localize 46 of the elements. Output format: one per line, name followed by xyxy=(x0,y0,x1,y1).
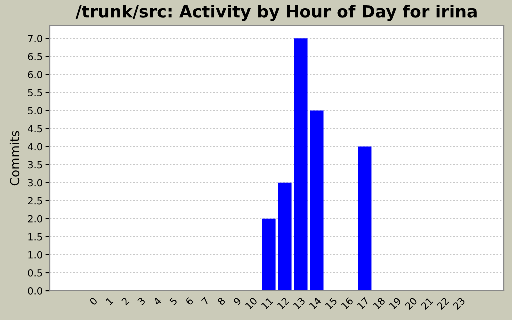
y-tick-label: 2.0 xyxy=(28,215,42,223)
y-tick-label: 4.5 xyxy=(28,125,42,133)
x-tick-label: 13 xyxy=(293,297,306,310)
x-tick-label: 10 xyxy=(245,297,258,310)
bar xyxy=(310,110,324,291)
x-tick-label: 20 xyxy=(404,297,418,310)
x-tick-label: 11 xyxy=(261,297,274,310)
x-tick-label: 5 xyxy=(169,297,178,306)
x-tick-label: 12 xyxy=(277,297,290,310)
y-tick-label: 3.0 xyxy=(28,179,42,187)
x-tick-label: 17 xyxy=(357,297,370,310)
y-tick-label: 3.5 xyxy=(28,161,42,169)
x-tick-label: 16 xyxy=(341,297,354,310)
x-tick-label: 23 xyxy=(452,297,466,310)
x-tick-label: 2 xyxy=(121,297,130,306)
chart-title: /trunk/src: Activity by Hour of Day for irina xyxy=(76,5,477,22)
y-tick-label: 0.0 xyxy=(28,287,42,295)
bar xyxy=(278,182,292,291)
x-tick-label: 21 xyxy=(420,297,434,310)
x-tick-label: 0 xyxy=(89,297,98,306)
x-tick-label: 1 xyxy=(106,297,114,306)
y-tick-label: 6.5 xyxy=(28,53,42,60)
x-tick-label: 3 xyxy=(137,297,146,306)
bar xyxy=(294,38,308,291)
y-tick-label: 6.0 xyxy=(28,71,42,79)
y-tick-label: 2.5 xyxy=(28,197,42,205)
x-tick-label: 22 xyxy=(436,297,450,310)
x-tick-label: 4 xyxy=(153,297,162,306)
y-tick-label: 5.0 xyxy=(28,107,42,115)
x-tick-label: 9 xyxy=(233,297,242,306)
bar xyxy=(358,146,372,291)
x-tick-label: 18 xyxy=(373,297,386,310)
x-tick-label: 15 xyxy=(325,297,338,310)
bar xyxy=(262,218,276,291)
x-tick-label: 6 xyxy=(185,297,194,306)
y-tick-label: 1.5 xyxy=(28,234,42,241)
y-tick-label: 0.5 xyxy=(28,269,42,277)
y-tick-label: 7.0 xyxy=(28,35,42,42)
y-tick-label: 1.0 xyxy=(28,251,42,259)
y-axis-title: Commits xyxy=(10,131,20,186)
y-tick-label: 4.0 xyxy=(28,143,42,151)
x-tick-label: 19 xyxy=(389,297,402,310)
x-tick-label: 14 xyxy=(309,297,322,310)
x-tick-label: 8 xyxy=(217,297,226,306)
x-tick-label: 7 xyxy=(201,297,210,306)
y-tick-label: 5.5 xyxy=(28,89,42,97)
